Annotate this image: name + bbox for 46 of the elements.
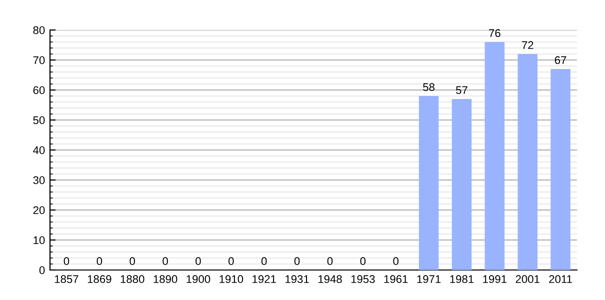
y-tick-label: 10 bbox=[34, 236, 45, 244]
data-label: 0 bbox=[196, 257, 201, 266]
y-tick-label: 60 bbox=[33, 86, 45, 94]
y-tick-label: 50 bbox=[33, 116, 45, 124]
x-tick-label: 1931 bbox=[286, 275, 309, 284]
x-tick-label: 1991 bbox=[483, 275, 506, 284]
data-label: 0 bbox=[162, 257, 168, 266]
data-label: 76 bbox=[489, 29, 500, 38]
data-label: 0 bbox=[64, 257, 70, 266]
x-tick-label: 1961 bbox=[384, 275, 408, 284]
y-tick-label: 80 bbox=[33, 26, 45, 34]
bar bbox=[550, 69, 570, 270]
data-label: 0 bbox=[261, 257, 267, 266]
bar bbox=[518, 54, 538, 270]
data-label: 58 bbox=[423, 83, 434, 92]
data-label: 0 bbox=[393, 257, 398, 266]
x-tick-label: 1900 bbox=[186, 275, 210, 284]
y-tick-label: 20 bbox=[33, 206, 45, 214]
data-label: 0 bbox=[96, 257, 102, 266]
x-tick-label: 1948 bbox=[318, 275, 342, 284]
y-tick-label: 70 bbox=[33, 56, 45, 64]
x-tick-label: 1981 bbox=[450, 275, 474, 284]
y-tick-label: 30 bbox=[33, 176, 45, 184]
data-label: 0 bbox=[360, 257, 366, 266]
bar bbox=[452, 99, 472, 270]
x-tick-label: 1921 bbox=[252, 275, 276, 284]
x-tick-label: 1953 bbox=[351, 275, 375, 284]
y-tick-label: 40 bbox=[33, 146, 45, 154]
x-tick-label: 1857 bbox=[54, 275, 78, 284]
x-tick-label: 1910 bbox=[220, 275, 244, 284]
bar bbox=[418, 96, 439, 270]
x-tick-label: 2001 bbox=[516, 275, 540, 284]
x-tick-label: 1880 bbox=[120, 275, 144, 284]
x-tick-label: 1890 bbox=[154, 275, 178, 284]
bar bbox=[484, 42, 505, 270]
y-tick-label: 0 bbox=[39, 266, 45, 274]
data-label: 0 bbox=[130, 257, 135, 266]
x-tick-label: 2011 bbox=[549, 275, 572, 284]
x-tick-label: 1869 bbox=[88, 275, 112, 284]
data-label: 0 bbox=[294, 257, 300, 266]
data-label: 57 bbox=[456, 86, 468, 94]
data-label: 67 bbox=[554, 56, 566, 64]
data-label: 0 bbox=[327, 257, 333, 266]
data-label: 72 bbox=[522, 41, 534, 49]
x-tick-label: 1971 bbox=[417, 275, 441, 284]
data-label: 0 bbox=[228, 257, 234, 266]
